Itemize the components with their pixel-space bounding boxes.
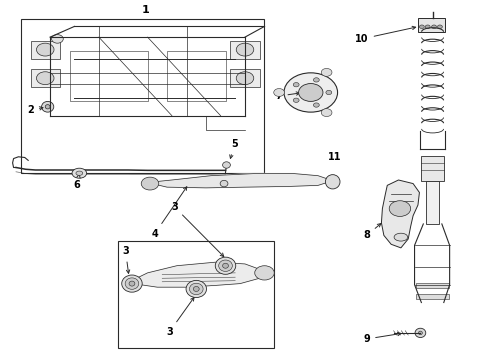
Polygon shape: [147, 174, 333, 188]
Circle shape: [274, 89, 285, 96]
Bar: [21, 19, 265, 173]
Bar: [30, 69, 60, 87]
Ellipse shape: [220, 180, 228, 187]
Polygon shape: [381, 180, 419, 248]
Text: 9: 9: [364, 332, 401, 344]
Ellipse shape: [418, 331, 422, 335]
Ellipse shape: [222, 162, 230, 168]
Polygon shape: [133, 262, 265, 287]
Circle shape: [425, 25, 430, 28]
Circle shape: [51, 35, 63, 43]
Text: 11: 11: [328, 152, 342, 162]
Circle shape: [294, 98, 299, 102]
Bar: [230, 69, 260, 87]
Circle shape: [389, 201, 411, 216]
Circle shape: [321, 68, 332, 76]
Circle shape: [326, 90, 332, 95]
Bar: [230, 41, 260, 59]
Text: 1: 1: [141, 5, 149, 15]
Ellipse shape: [215, 257, 236, 274]
Ellipse shape: [394, 233, 408, 241]
Text: 8: 8: [364, 224, 381, 240]
Circle shape: [314, 78, 319, 82]
Ellipse shape: [325, 175, 340, 189]
Text: 2: 2: [27, 105, 43, 115]
Ellipse shape: [42, 102, 54, 112]
Bar: [416, 294, 449, 299]
Ellipse shape: [190, 283, 203, 295]
Ellipse shape: [122, 275, 142, 292]
Ellipse shape: [415, 328, 426, 338]
Bar: [421, 156, 444, 181]
Circle shape: [294, 82, 299, 87]
Circle shape: [419, 25, 424, 28]
Ellipse shape: [219, 260, 232, 271]
Ellipse shape: [72, 168, 87, 178]
Circle shape: [432, 25, 437, 28]
Circle shape: [141, 177, 159, 190]
Bar: [30, 41, 60, 59]
Circle shape: [298, 84, 323, 102]
Ellipse shape: [222, 263, 228, 268]
Circle shape: [284, 73, 338, 112]
Circle shape: [36, 72, 54, 85]
Bar: [426, 181, 439, 224]
Text: 10: 10: [355, 26, 416, 44]
Ellipse shape: [186, 280, 206, 297]
Circle shape: [236, 72, 254, 85]
Ellipse shape: [45, 105, 50, 109]
Bar: [167, 51, 225, 102]
Circle shape: [255, 266, 274, 280]
Circle shape: [36, 43, 54, 56]
Text: 4: 4: [151, 187, 187, 239]
Text: 3: 3: [166, 297, 194, 337]
Text: 3: 3: [122, 247, 130, 273]
Text: 6: 6: [74, 174, 80, 190]
Ellipse shape: [76, 171, 83, 175]
Circle shape: [314, 103, 319, 107]
Bar: [70, 51, 147, 102]
Circle shape: [236, 43, 254, 56]
Bar: [416, 283, 449, 288]
Bar: [418, 18, 445, 32]
Text: 5: 5: [230, 139, 238, 158]
Circle shape: [438, 25, 442, 28]
Text: 7: 7: [276, 91, 300, 101]
Ellipse shape: [125, 278, 139, 289]
Circle shape: [321, 109, 332, 117]
Text: 3: 3: [171, 202, 224, 257]
Ellipse shape: [129, 281, 135, 286]
Bar: [118, 241, 274, 348]
Ellipse shape: [194, 287, 199, 292]
